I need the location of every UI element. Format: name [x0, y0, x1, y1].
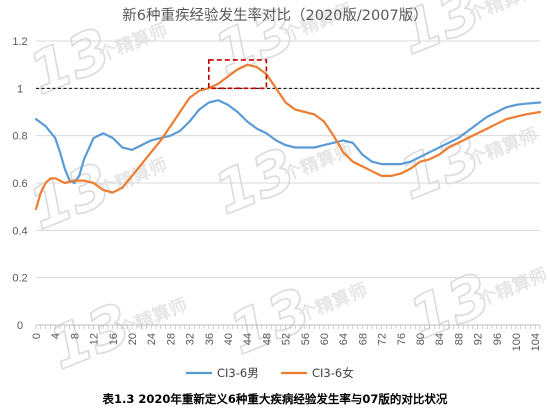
x-tick-label: 80 — [415, 333, 427, 345]
highlight-box-group — [208, 59, 268, 90]
x-tick-label: 16 — [108, 333, 120, 345]
x-tick-label: 96 — [492, 333, 504, 345]
x-tick-label: 72 — [377, 333, 389, 345]
watermark-text: 个精算师 — [295, 279, 371, 327]
x-tick-label: 100 — [511, 333, 523, 351]
watermark-text: 个精算师 — [475, 264, 550, 312]
legend-label-female: CI3-6女 — [312, 366, 354, 380]
y-tick-label: 0.4 — [12, 225, 27, 237]
x-tick-label: 8 — [69, 333, 81, 339]
x-tick-label: 20 — [127, 333, 139, 345]
x-tick-label: 76 — [396, 333, 408, 345]
chart-title: 新6种重疾经验发生率对比（2020版/2007版） — [122, 7, 427, 24]
x-tick-label: 48 — [261, 333, 273, 345]
x-tick-label: 68 — [357, 333, 369, 345]
x-tick-label: 28 — [165, 333, 177, 345]
y-tick-label: 0.2 — [12, 273, 27, 285]
x-tick-label: 60 — [319, 333, 331, 345]
y-tick-label: 1.2 — [12, 36, 27, 48]
x-tick-label: 36 — [204, 333, 216, 345]
x-tick-label: 0 — [31, 333, 43, 339]
x-tick-label: 40 — [223, 333, 235, 345]
legend-label-male: CI3-6男 — [217, 366, 259, 380]
series-group — [34, 63, 542, 211]
x-tick-label: 12 — [89, 333, 101, 345]
x-tick-label: 24 — [146, 333, 158, 345]
legend: CI3-6男 CI3-6女 — [186, 366, 354, 380]
y-tick-label: 0.6 — [12, 178, 27, 190]
x-tick-label: 56 — [300, 333, 312, 345]
watermark-text: 个精算师 — [465, 0, 541, 26]
x-tick-label: 84 — [434, 333, 446, 345]
x-tick-label: 92 — [473, 333, 485, 345]
figure-caption: 表1.3 2020年重新定义6种重大疾病经验发生率与07版的对比状况 — [102, 392, 448, 406]
y-tick-label: 0 — [17, 320, 23, 332]
x-tick-label: 52 — [281, 333, 293, 345]
watermark-text: 个精算师 — [95, 19, 171, 67]
x-tick-label: 64 — [338, 333, 350, 345]
watermark-text: 个精算师 — [95, 154, 171, 202]
watermark-text: 个精算师 — [465, 124, 541, 172]
x-tick-label: 88 — [453, 333, 465, 345]
x-tick-label: 44 — [242, 333, 254, 345]
x-tick-label: 4 — [50, 333, 62, 339]
y-tick-label: 1 — [17, 83, 23, 95]
x-axis — [35, 324, 541, 329]
series-line-male — [34, 99, 542, 185]
x-tick-label: 104 — [530, 333, 542, 351]
series-line-female — [34, 63, 542, 211]
y-axis-ticks: 0 0.2 0.4 0.6 0.8 1 1.2 — [12, 36, 27, 332]
x-tick-label: 32 — [185, 333, 197, 345]
y-tick-label: 0.8 — [12, 131, 27, 143]
highlight-box — [208, 59, 268, 90]
x-axis-ticks: 0 4 8 12 16 20 24 28 32 36 40 44 48 52 56 60 64 68 72 76 80 8… — [31, 333, 542, 351]
